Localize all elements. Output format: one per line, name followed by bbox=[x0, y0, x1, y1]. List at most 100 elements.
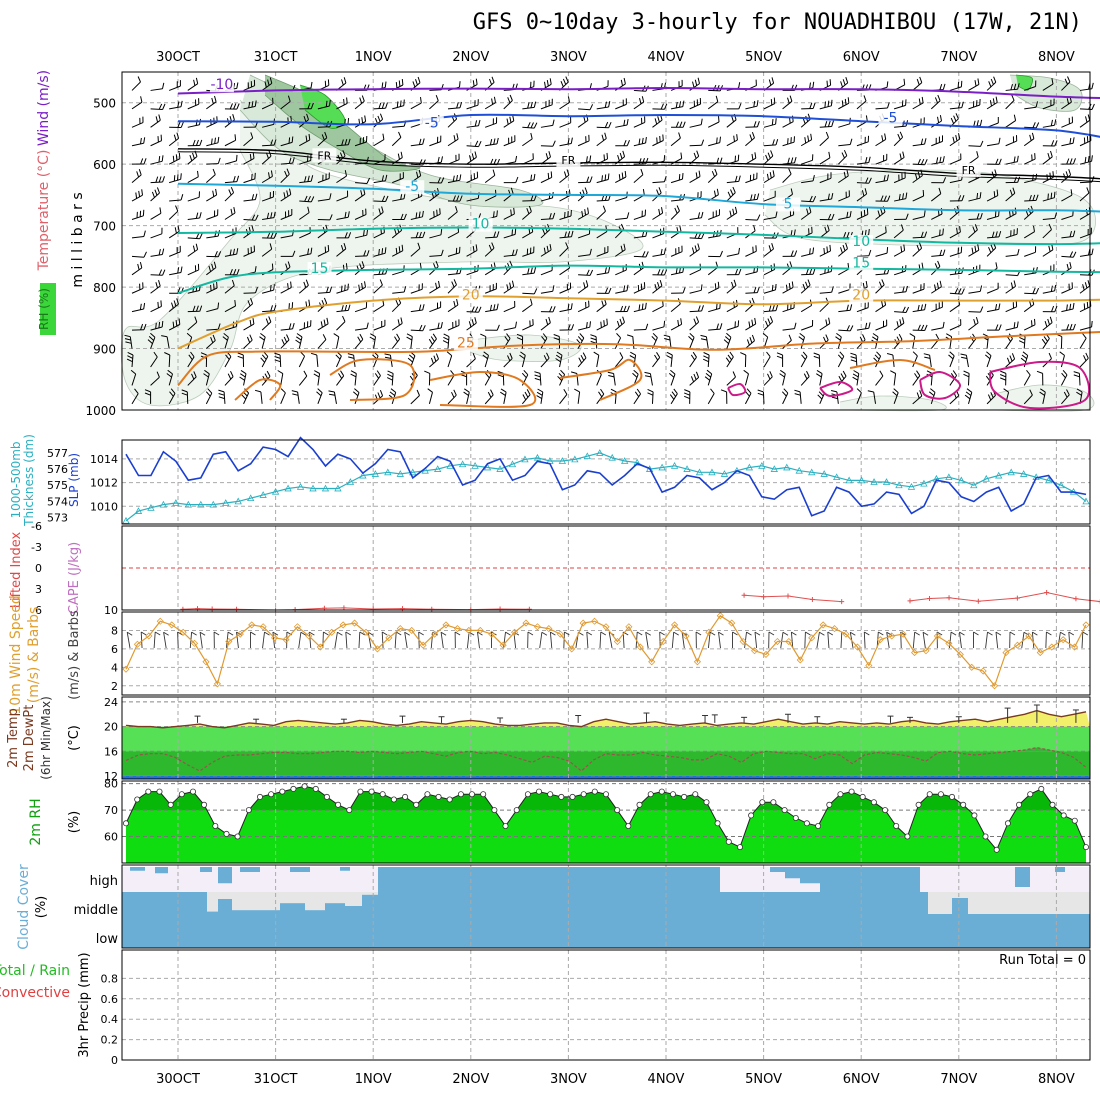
wind-barb-feather bbox=[144, 389, 151, 393]
wind-barb bbox=[652, 285, 663, 294]
wind-barb bbox=[1060, 374, 1068, 386]
rh-tick-label: 70 bbox=[104, 804, 118, 817]
thickness-point bbox=[508, 460, 517, 468]
wind-barb-feather bbox=[510, 209, 512, 216]
wind-barb-feather bbox=[437, 156, 440, 163]
wind-barb-feather bbox=[647, 392, 654, 396]
wind-barb bbox=[169, 106, 182, 110]
wind-barb bbox=[893, 392, 899, 405]
wind-barb-feather bbox=[127, 351, 134, 356]
wind10m-barb bbox=[995, 632, 999, 649]
wind-barb-feather bbox=[619, 318, 623, 325]
wind-barb-feather bbox=[1066, 158, 1070, 165]
wind-speed-point bbox=[305, 632, 313, 640]
wind-barb-feather bbox=[705, 373, 712, 378]
wind-barb bbox=[837, 375, 847, 386]
wind-barb-feather bbox=[329, 214, 333, 221]
wind-barb-feather bbox=[719, 157, 723, 164]
wind-barb-feather bbox=[192, 305, 196, 312]
bottom-date-label: 30OCT bbox=[156, 1072, 200, 1087]
wind-barb-feather bbox=[543, 355, 548, 361]
wind10m-barb-feather bbox=[440, 631, 447, 636]
wind-barb-feather bbox=[617, 154, 620, 162]
wind-barb bbox=[206, 142, 219, 147]
wind-barb-feather bbox=[982, 333, 989, 338]
wind-barb-feather bbox=[756, 121, 760, 128]
wind-barb-feather bbox=[464, 388, 470, 393]
wind-barb-feather bbox=[1066, 263, 1069, 270]
wind-barb-feather bbox=[137, 263, 140, 270]
isotherm-label-bg bbox=[956, 163, 981, 178]
wind-barb bbox=[763, 123, 776, 128]
wind-barb bbox=[615, 176, 627, 184]
wind-barb bbox=[856, 193, 867, 202]
wind-barb-feather bbox=[348, 232, 352, 239]
wind-speed-line bbox=[125, 614, 1087, 688]
wind-barb-feather bbox=[286, 190, 289, 197]
pressure-tick-label: 800 bbox=[93, 281, 116, 295]
wind-barb bbox=[503, 306, 515, 313]
rh-point bbox=[904, 833, 911, 840]
wind-barb-feather bbox=[493, 231, 497, 238]
cape-point bbox=[907, 598, 913, 604]
wind-barb bbox=[819, 271, 832, 276]
wind-speed-point bbox=[168, 621, 176, 629]
wind-barb-feather bbox=[329, 393, 336, 396]
wind-barb bbox=[596, 374, 602, 386]
wind-barb bbox=[261, 196, 274, 202]
wind-barb bbox=[708, 307, 720, 313]
wind-barb-feather bbox=[474, 317, 477, 324]
thickness-point bbox=[683, 465, 691, 472]
wind-barb-feather bbox=[756, 214, 761, 221]
wind-barb bbox=[707, 354, 710, 368]
wind-barb-feather bbox=[366, 229, 369, 236]
wind-barb-feather bbox=[274, 352, 281, 356]
wind-barb-feather bbox=[143, 323, 147, 330]
wind-barb-feather bbox=[706, 369, 713, 375]
wind-barb-feather bbox=[781, 391, 787, 397]
wind-barb bbox=[206, 235, 219, 239]
wind-barb-feather bbox=[435, 353, 439, 360]
wind-barb bbox=[466, 358, 476, 368]
wind-barb bbox=[429, 255, 442, 257]
wind-barb bbox=[299, 325, 311, 331]
wind-barb-feather bbox=[1064, 78, 1068, 85]
wind-barb-feather bbox=[137, 76, 141, 83]
wind-barb-feather bbox=[678, 174, 681, 181]
wind-barb-feather bbox=[843, 171, 846, 178]
wind10m-barb bbox=[381, 631, 384, 649]
wind-barb bbox=[540, 176, 552, 184]
temperature-axis-label: Temperature (°C) bbox=[36, 150, 52, 272]
wind-barb bbox=[1024, 106, 1037, 110]
wind-barb bbox=[336, 216, 349, 220]
wind-speed-point bbox=[1059, 636, 1067, 644]
wind-barb bbox=[1061, 122, 1073, 128]
rh-point bbox=[982, 833, 989, 840]
wind-barb bbox=[429, 100, 439, 110]
wind-barb-feather bbox=[341, 139, 344, 146]
wind-barb-feather bbox=[701, 232, 705, 239]
wind-barb-feather bbox=[1066, 389, 1070, 396]
wind-barb-feather bbox=[249, 334, 253, 341]
wind-barb bbox=[726, 139, 738, 147]
wind-barb-feather bbox=[1040, 388, 1046, 393]
wind-barb-feather bbox=[322, 334, 327, 340]
wind-barb bbox=[1023, 211, 1034, 220]
wind-barb-feather bbox=[259, 336, 265, 341]
wind10m-barb bbox=[790, 632, 794, 649]
wind-barb-feather bbox=[975, 316, 979, 324]
pressure-tick-label: 700 bbox=[93, 220, 116, 234]
wind-barb-feather bbox=[935, 333, 940, 340]
wind-barb-feather bbox=[971, 247, 974, 254]
wind10m-barb-feather bbox=[936, 631, 943, 636]
wind-speed-point bbox=[293, 623, 301, 631]
wind-barb-feather bbox=[831, 286, 834, 293]
wind-barb bbox=[968, 197, 981, 202]
wind-barb-feather bbox=[273, 304, 277, 311]
wind-barb-feather bbox=[995, 324, 999, 331]
dewpt-line bbox=[125, 746, 1087, 772]
wind-barb-feather bbox=[203, 373, 209, 378]
wind-barb bbox=[986, 215, 999, 220]
high-cloud-label: high bbox=[90, 874, 118, 889]
wind-barb-feather bbox=[530, 174, 533, 181]
